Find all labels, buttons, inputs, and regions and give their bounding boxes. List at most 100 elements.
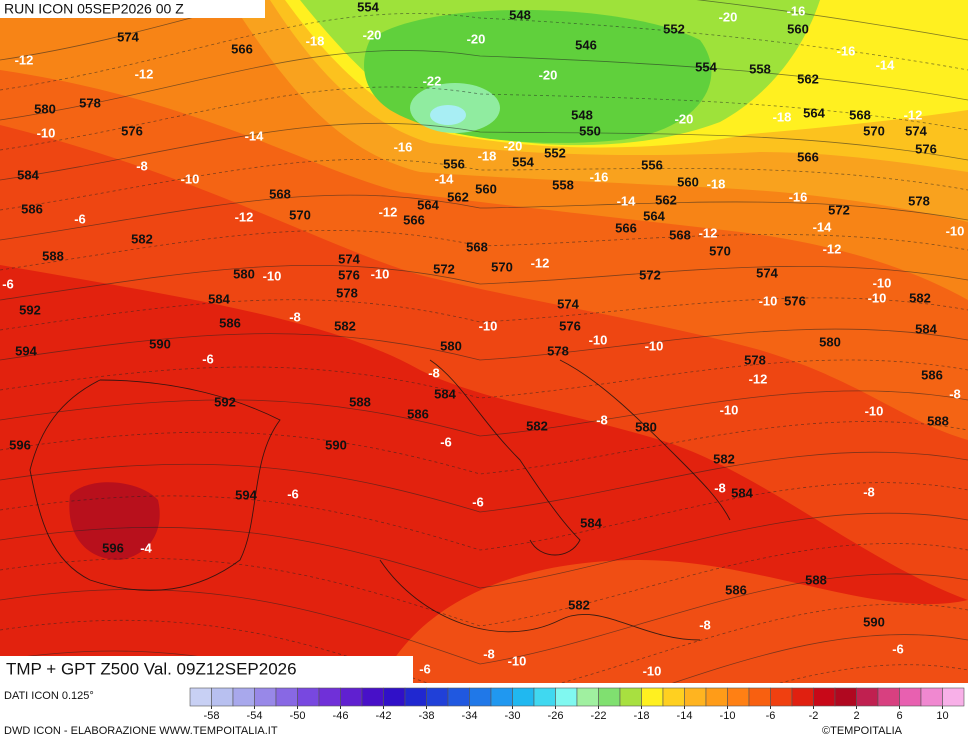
geopotential-label: 546 [575, 37, 597, 52]
geopotential-label: 586 [921, 367, 943, 382]
geopotential-label: 590 [863, 614, 885, 629]
temperature-label: -8 [483, 646, 495, 661]
contour-line [0, 122, 968, 181]
geopotential-label: 554 [695, 59, 717, 74]
colorbar-swatch [942, 687, 965, 707]
geopotential-label: 580 [233, 266, 255, 281]
temperature-label: -18 [773, 109, 792, 124]
colorbar-swatch [275, 687, 298, 707]
colorbar-swatch [383, 687, 406, 707]
contour-line [60, 664, 968, 683]
colorbar-swatch [361, 687, 384, 707]
geopotential-label: 568 [669, 227, 691, 242]
geopotential-label: 558 [749, 61, 771, 76]
temperature-label: -10 [589, 332, 608, 347]
colorbar-swatch [512, 687, 535, 707]
temperature-label: -10 [479, 318, 498, 333]
colorbar-tick-label: -58 [204, 710, 220, 722]
contour-line [0, 482, 968, 551]
geopotential-label: 574 [557, 296, 579, 311]
geopotential-label: 590 [325, 437, 347, 452]
temperature-label: -12 [235, 209, 254, 224]
geopotential-label: 576 [784, 293, 806, 308]
colorbar-swatch [727, 687, 750, 707]
colorbar-tick-label: -42 [376, 710, 392, 722]
contour-line [0, 512, 968, 589]
geopotential-label: 586 [21, 201, 43, 216]
colorbar-swatch [705, 687, 728, 707]
geopotential-label: 562 [655, 192, 677, 207]
geopotential-label: 572 [433, 261, 455, 276]
colorbar-swatch [770, 687, 793, 707]
temperature-label: -20 [675, 111, 694, 126]
geopotential-label: 580 [34, 101, 56, 116]
colorbar-swatch [662, 687, 685, 707]
geopotential-label: 570 [863, 123, 885, 138]
geopotential-label: 578 [908, 193, 930, 208]
colorbar-tick-label: -10 [720, 710, 736, 722]
geopotential-label: 586 [219, 315, 241, 330]
temperature-label: -10 [868, 290, 887, 305]
credit: DWD ICON - ELABORAZIONE WWW.TEMPOITALIA.… [4, 725, 278, 737]
title-box [0, 656, 413, 683]
geopotential-label: 558 [552, 177, 574, 192]
temperature-label: -8 [714, 480, 726, 495]
geopotential-label: 562 [797, 71, 819, 86]
field-core [69, 482, 160, 560]
temperature-label: -16 [590, 169, 609, 184]
colorbar-tick-label: -34 [462, 710, 478, 722]
temperature-label: -10 [865, 403, 884, 418]
geopotential-label: 566 [403, 212, 425, 227]
temperature-label: -12 [135, 66, 154, 81]
geopotential-label: 552 [544, 145, 566, 160]
geopotential-label: 588 [927, 413, 949, 428]
colorbar-swatch [856, 687, 879, 707]
colorbar-swatch [813, 687, 836, 707]
temperature-label: -12 [379, 204, 398, 219]
temperature-label: -6 [472, 494, 484, 509]
geopotential-label: 568 [849, 107, 871, 122]
geopotential-label: 582 [909, 290, 931, 305]
temperature-label: -10 [37, 125, 56, 140]
field-band [380, 560, 968, 683]
coastline [379, 559, 701, 641]
contour-line [0, 451, 968, 513]
data-source: DATI ICON 0.125° [4, 690, 94, 702]
colorbar-swatch [791, 687, 814, 707]
geopotential-label: 554 [357, 0, 379, 14]
colorbar-swatch [211, 687, 234, 707]
geopotential-label: 564 [417, 197, 439, 212]
temperature-label: -10 [263, 268, 282, 283]
geopotential-label: 578 [547, 343, 569, 358]
contour-line [0, 390, 968, 437]
coastline [429, 359, 581, 556]
colorbar-swatch [490, 687, 513, 707]
temperature-label: -12 [823, 241, 842, 256]
temperature-label: -16 [789, 189, 808, 204]
colorbar-swatch [232, 687, 255, 707]
geopotential-label: 560 [677, 174, 699, 189]
contour-line [0, 328, 968, 361]
geopotential-label: 586 [407, 406, 429, 421]
geopotential-label: 574 [338, 251, 360, 266]
geopotential-label: 584 [915, 321, 937, 336]
colorbar-tick-label: 10 [936, 710, 948, 722]
temperature-label: -8 [428, 365, 440, 380]
geopotential-label: 580 [440, 338, 462, 353]
geopotential-label: 568 [466, 239, 488, 254]
colorbar-swatch [576, 687, 599, 707]
run-box [0, 0, 265, 18]
geopotential-label: 574 [905, 123, 927, 138]
geopotential-label: 588 [349, 394, 371, 409]
geopotential-label: 548 [571, 107, 593, 122]
geopotential-label: 566 [615, 220, 637, 235]
geopotential-label: 584 [208, 291, 230, 306]
geopotential-label: 580 [819, 334, 841, 349]
colorbar-tick-label: -38 [419, 710, 435, 722]
colorbar: -58 -54 -50 -46 -42 -38 -34 -30 -26 -22 -18 -14 -10-… [189, 687, 965, 722]
geopotential-label: 576 [338, 267, 360, 282]
colorbar-tick-label: -14 [677, 710, 693, 722]
temperature-label: -8 [949, 386, 961, 401]
geopotential-label: 568 [269, 186, 291, 201]
